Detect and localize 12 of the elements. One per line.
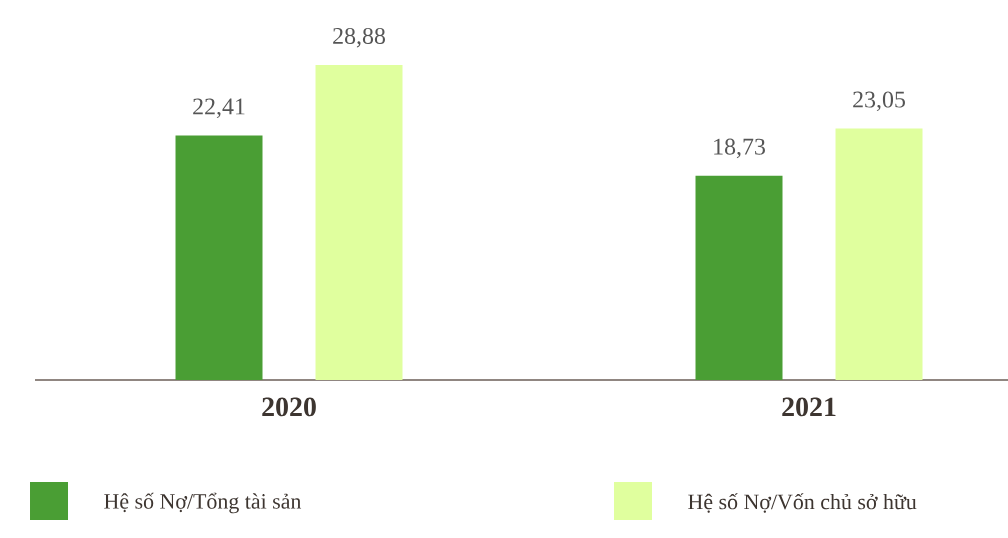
bar [315,64,403,380]
bar [175,135,263,380]
data-label: 28,88 [333,27,385,48]
bar [695,175,783,380]
x-tick-label: 2020 [262,397,316,417]
legend-label: Hệ số Nợ/Vốn chủ sở hữu [688,493,917,513]
data-label: 22,41 [193,98,245,119]
bar [835,128,923,380]
data-label: 23,05 [853,91,905,112]
x-tick-label: 2021 [782,397,836,417]
legend-label: Hệ số Nợ/Tổng tài sản [104,492,302,514]
data-label: 18,73 [714,138,765,159]
